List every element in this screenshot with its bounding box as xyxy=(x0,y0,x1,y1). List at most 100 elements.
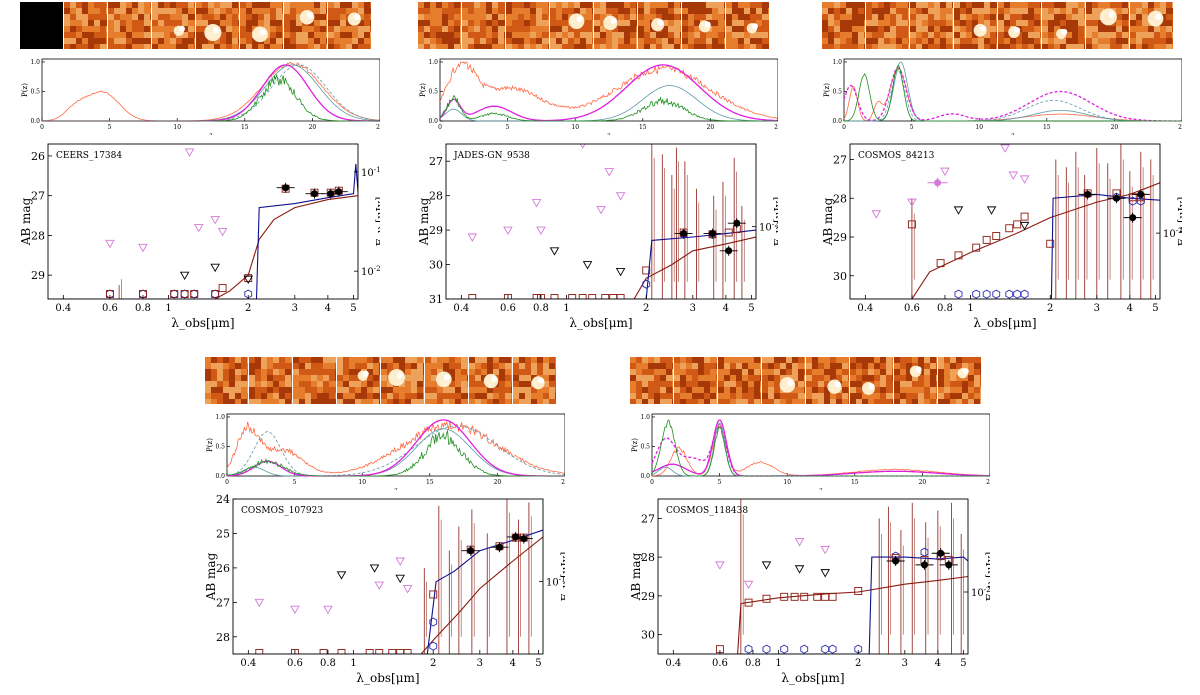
cutout-stamp xyxy=(938,357,981,404)
upper-limit-magenta xyxy=(323,605,333,615)
upper-limit-magenta xyxy=(184,148,195,157)
model-photometry-hexagon xyxy=(972,289,981,299)
cutout-stamp xyxy=(910,2,953,49)
cutout-stamp xyxy=(152,2,195,49)
pz-xtick-label: 0 xyxy=(40,124,44,131)
pz-xtick-label: 25 xyxy=(774,124,778,131)
upper-limit-magenta xyxy=(604,168,615,177)
pz-curve xyxy=(226,425,565,477)
cutout-stamp xyxy=(205,357,248,404)
wavelength-tick-label: 0.6 xyxy=(904,303,920,314)
stamp-row xyxy=(630,357,981,404)
mag-tick-label: 30 xyxy=(641,629,655,642)
model-photometry-square xyxy=(550,294,559,299)
detection-magenta xyxy=(934,179,942,187)
wavelength-tick-label: 0.4 xyxy=(453,303,469,314)
pz-ytick-label: 0.5 xyxy=(640,443,650,450)
wavelength-tick-label: 2 xyxy=(643,303,649,314)
model-photometry-hexagon xyxy=(642,279,651,289)
mag-tick-label: 26 xyxy=(31,150,45,163)
sed-panel: 27 28 29 30 0.4 0.6 0.8 1 2 3 4 5 10-2 COSMOS_118438 A… xyxy=(630,498,990,685)
wavelength-tick-label: 3 xyxy=(292,303,298,314)
cutout-stamp xyxy=(630,357,673,404)
flux-tick-label: 10-2 xyxy=(1163,227,1182,240)
sed-axes-frame xyxy=(47,143,359,300)
pz-curve xyxy=(226,428,565,477)
pz-curve xyxy=(651,422,990,477)
upper-limit-magenta xyxy=(743,580,754,590)
pz-curve xyxy=(844,61,1182,122)
wavelength-tick-label: 3 xyxy=(902,658,908,669)
pz-xtick-label: 5 xyxy=(910,124,914,131)
model-photometry-hexagon xyxy=(800,644,809,654)
sed-plot-area xyxy=(48,148,358,299)
upper-limit-black xyxy=(549,247,560,256)
wavelength-tick-label: 0.8 xyxy=(320,658,336,669)
cutout-stamp xyxy=(638,2,681,49)
detection-point xyxy=(310,190,318,198)
flux-tick-label: 10-1 xyxy=(361,166,380,179)
model-photometry-square xyxy=(907,220,916,229)
stamp-row xyxy=(20,2,371,49)
upper-limit-magenta xyxy=(536,226,546,236)
wavelength-tick-label: 0.8 xyxy=(533,303,549,314)
model-sed-red xyxy=(850,182,1160,299)
model-sed-blue xyxy=(446,229,756,299)
model-photometry-square xyxy=(744,598,753,607)
cutout-stamp xyxy=(108,2,151,49)
model-photometry-hexagon xyxy=(170,289,179,299)
cutout-stamp xyxy=(506,2,549,49)
panel-cosmos-118438: 05101520250.00.51.0zP(z)272829300.40.60.… xyxy=(630,355,990,695)
wavelength-tick-label: 5 xyxy=(535,658,541,669)
pz-curve xyxy=(439,64,778,122)
model-photometry-square xyxy=(319,649,328,654)
detection-point xyxy=(512,533,520,541)
mag-tick-label: 26 xyxy=(216,562,230,575)
source-id-label: CEERS_17384 xyxy=(56,151,122,161)
pz-axes-frame xyxy=(439,58,778,122)
wavelength-tick-label: 1 xyxy=(350,658,356,669)
sed-ylabel-left: AB mag xyxy=(418,197,431,246)
pz-curve xyxy=(843,64,1182,122)
model-photometry-square xyxy=(1020,212,1029,221)
model-photometry-hexagon xyxy=(180,289,189,299)
model-photometry-square xyxy=(588,294,597,299)
pz-xtick-label: 10 xyxy=(571,124,579,131)
upper-limit-magenta xyxy=(193,224,204,233)
pz-axes-frame xyxy=(843,58,1182,122)
panel-ceers-17384: 05101520250.00.51.0zP(z)262728290.40.60.… xyxy=(20,0,380,340)
pz-ytick-label: 1.0 xyxy=(30,59,40,66)
model-photometry-square xyxy=(396,649,405,654)
cutout-stamp xyxy=(425,357,468,404)
sed-xlabel: λ_obs[μm] xyxy=(781,671,844,685)
model-sed-red xyxy=(658,575,968,654)
pz-curve xyxy=(227,419,565,477)
wavelength-tick-label: 0.4 xyxy=(857,303,873,314)
wavelength-tick-label: 4 xyxy=(325,303,331,314)
upper-limit-magenta xyxy=(1019,175,1030,184)
sed-ylabel-left: AB mag xyxy=(205,552,218,601)
model-sed-red xyxy=(446,236,756,299)
cutout-stamp xyxy=(674,357,717,404)
pz-xtick-label: 15 xyxy=(426,479,434,486)
model-photometry-hexagon xyxy=(821,644,830,654)
pz-ytick-label: 0.5 xyxy=(30,88,40,95)
sed-ylabel-right: F_ν [μJy] xyxy=(1176,197,1182,247)
model-photometry-square xyxy=(813,592,822,601)
model-photometry-square xyxy=(532,294,541,299)
pz-panel: 0 5 10 15 20 25 0.0 0.5 1.0 z P(z) xyxy=(21,58,380,135)
sed-ylabel-right: F_ν [μJy] xyxy=(984,552,990,602)
mag-tick-label: 31 xyxy=(429,293,443,306)
upper-limit-magenta xyxy=(596,205,606,215)
sed-xlabel: λ_obs[μm] xyxy=(356,671,419,685)
sed-axes-frame xyxy=(445,143,757,300)
model-photometry-hexagon xyxy=(211,289,220,299)
pz-ytick-label: 1.0 xyxy=(428,59,438,66)
pz-xlabel: z xyxy=(607,132,610,135)
cutout-stamp xyxy=(196,2,239,49)
wavelength-tick-label: 4 xyxy=(1127,303,1133,314)
model-photometry-square xyxy=(936,259,945,268)
detection-point xyxy=(327,190,335,198)
wavelength-tick-label: 1 xyxy=(563,303,569,314)
pz-xtick-label: 10 xyxy=(783,479,791,486)
